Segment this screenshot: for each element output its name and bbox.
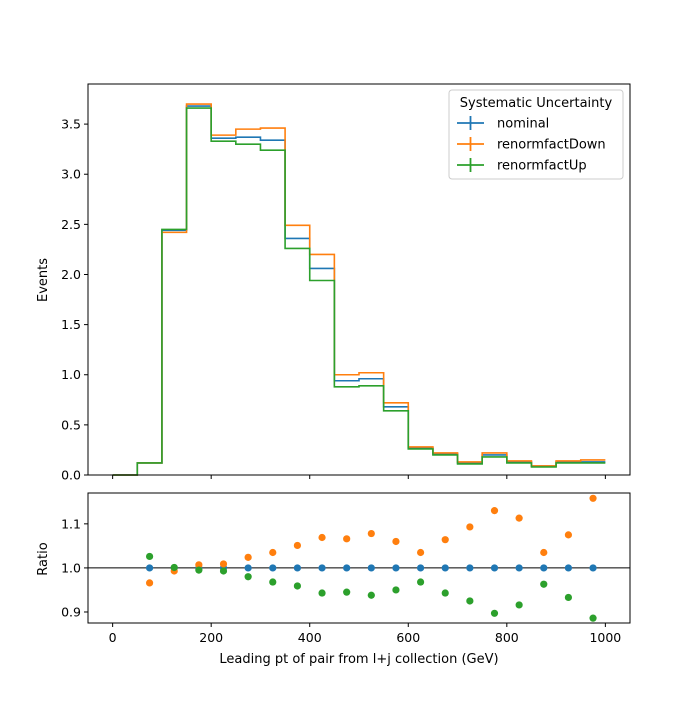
ratio-point-renormfactDown xyxy=(195,561,203,569)
ratio-point-renormfactDown xyxy=(564,531,573,539)
main-y-tick-label: 2.5 xyxy=(61,217,81,232)
ratio-point-renormfactUp xyxy=(318,589,326,597)
ratio-point-renormfactDown xyxy=(367,529,375,538)
ratio-point-renormfactUp xyxy=(195,566,203,574)
ratio-point-renormfactDown xyxy=(515,514,523,522)
legend-label: nominal xyxy=(497,117,549,132)
main-x-ticks xyxy=(112,475,606,479)
ratio-point-nominal xyxy=(515,564,523,572)
ratio-point-renormfactDown xyxy=(244,553,252,561)
ratio-y-ticks: 0.9 1.0 1.1 xyxy=(61,516,88,619)
main-y-tick-label: 2.0 xyxy=(61,267,81,282)
ratio-point-renormfactDown xyxy=(540,548,548,557)
ratio-x-axis-label: Leading pt of pair from l+j collection (… xyxy=(219,652,498,667)
ratio-y-axis-label: Ratio xyxy=(36,542,51,575)
histogram-series-group xyxy=(112,103,606,476)
ratio-x-tick-label: 0 xyxy=(109,630,117,645)
ratio-point-renormfactUp xyxy=(269,578,277,586)
main-y-tick-label: 3.5 xyxy=(61,117,81,132)
ratio-point-renormfactDown xyxy=(416,548,425,557)
main-y-tick-label: 1.5 xyxy=(61,317,81,332)
ratio-point-renormfactUp xyxy=(244,573,252,581)
ratio-x-tick-label: 200 xyxy=(199,630,223,645)
ratio-point-renormfactDown xyxy=(392,537,400,546)
ratio-y-tick-label: 0.9 xyxy=(61,604,81,619)
ratio-point-renormfactUp xyxy=(540,580,548,588)
ratio-x-ticks: 0 200 400 600 800 1000 xyxy=(109,623,621,645)
ratio-plot-frame xyxy=(87,492,631,624)
ratio-series-group xyxy=(145,494,597,622)
ratio-point-renormfactUp xyxy=(416,578,425,586)
main-y-ticks: 0.0 0.5 1.0 1.5 2.0 2.5 3.0 3.5 xyxy=(61,117,88,483)
ratio-point-nominal xyxy=(564,564,573,572)
ratio-point-nominal xyxy=(343,564,351,572)
main-y-axis-label: Events xyxy=(36,258,51,302)
ratio-x-tick-label: 400 xyxy=(298,630,322,645)
ratio-point-renormfactDown xyxy=(466,523,474,531)
ratio-point-nominal xyxy=(490,564,499,572)
histogram-line-renormfactUp xyxy=(112,107,606,476)
ratio-point-nominal xyxy=(269,564,277,572)
legend-entries: nominal renormfactDown renormfactUp xyxy=(457,116,606,174)
legend-box xyxy=(448,89,624,180)
ratio-point-renormfactDown xyxy=(318,533,326,542)
ratio-point-nominal xyxy=(145,564,154,572)
main-y-tick-label: 0.5 xyxy=(61,417,81,432)
ratio-point-nominal xyxy=(244,564,252,572)
main-y-tick-label: 0.0 xyxy=(61,468,81,483)
main-histogram-panel: 0.0 0.5 1.0 1.5 2.0 2.5 3.0 3.5 Events Systemat… xyxy=(36,83,631,483)
ratio-y-tick-label: 1.1 xyxy=(61,516,81,531)
ratio-x-tick-label: 800 xyxy=(495,630,519,645)
ratio-point-renormfactUp xyxy=(589,614,597,622)
ratio-point-renormfactDown xyxy=(293,541,302,550)
ratio-point-renormfactUp xyxy=(564,593,573,602)
ratio-point-nominal xyxy=(441,564,449,572)
ratio-point-renormfactDown xyxy=(343,535,351,543)
ratio-x-tick-label: 600 xyxy=(396,630,420,645)
ratio-point-nominal xyxy=(540,564,548,572)
ratio-point-renormfactUp xyxy=(367,591,375,599)
ratio-point-nominal xyxy=(416,564,425,572)
ratio-point-renormfactUp xyxy=(219,567,228,575)
main-y-tick-label: 1.0 xyxy=(61,367,81,382)
ratio-point-renormfactUp xyxy=(145,552,154,561)
main-plot-frame xyxy=(87,83,631,476)
ratio-point-renormfactDown xyxy=(490,507,499,515)
ratio-point-renormfactDown xyxy=(269,548,277,557)
main-y-tick-label: 3.0 xyxy=(61,167,81,182)
ratio-point-renormfactUp xyxy=(466,597,474,605)
ratio-point-renormfactUp xyxy=(441,589,449,597)
ratio-point-renormfactUp xyxy=(490,609,499,617)
ratio-point-renormfactUp xyxy=(293,582,302,590)
legend-label: renormfactUp xyxy=(497,159,587,174)
ratio-point-renormfactUp xyxy=(343,588,351,596)
ratio-panel: 0.9 1.0 1.1 0 200 400 600 800 1000 Ratio Leadin… xyxy=(36,492,631,667)
ratio-point-renormfactDown xyxy=(441,536,449,544)
ratio-point-renormfactDown xyxy=(145,579,154,587)
ratio-point-renormfactDown xyxy=(589,494,597,502)
ratio-point-nominal xyxy=(392,564,400,572)
legend-entry-renormfactUp: renormfactUp xyxy=(457,158,587,174)
ratio-x-tick-label: 1000 xyxy=(589,630,621,645)
legend-entry-nominal: nominal xyxy=(457,116,549,132)
ratio-point-nominal xyxy=(318,564,326,572)
ratio-point-nominal xyxy=(589,564,597,572)
histogram-line-renormfactDown xyxy=(112,103,606,476)
ratio-point-nominal xyxy=(367,564,375,572)
legend: Systematic Uncertainty nominal renormfact… xyxy=(448,89,624,180)
ratio-point-nominal xyxy=(293,564,302,572)
ratio-point-renormfactUp xyxy=(392,586,400,594)
ratio-point-renormfactDown xyxy=(219,560,228,568)
legend-title: Systematic Uncertainty xyxy=(460,96,613,111)
ratio-point-renormfactUp xyxy=(170,563,178,572)
ratio-point-renormfactUp xyxy=(515,601,523,609)
ratio-y-tick-label: 1.0 xyxy=(61,560,81,575)
legend-label: renormfactDown xyxy=(497,138,606,153)
legend-entry-renormfactDown: renormfactDown xyxy=(457,137,606,153)
ratio-point-nominal xyxy=(466,564,474,572)
